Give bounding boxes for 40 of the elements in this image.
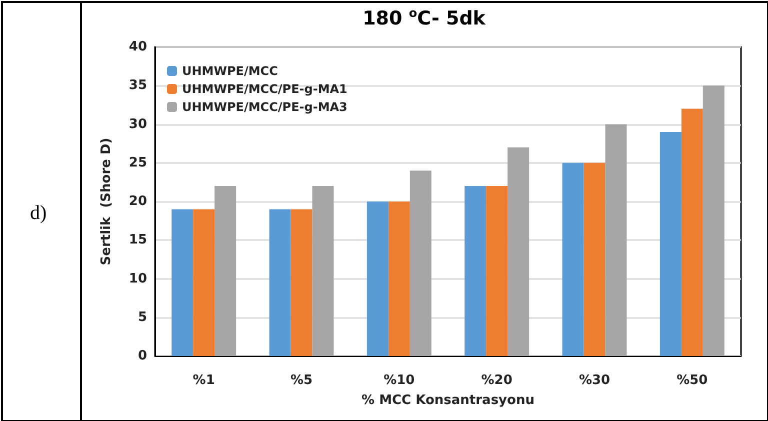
x-tick-label: %10 <box>384 373 415 388</box>
bar <box>584 162 606 356</box>
y-tick-label: 25 <box>128 155 147 170</box>
y-tick-label: 20 <box>128 194 147 209</box>
legend-label: UHMWPE/MCC/PE-g-MA3 <box>182 100 348 114</box>
y-axis-title: Sertlik (Shore D) <box>99 138 114 266</box>
bar <box>312 186 334 356</box>
bar <box>269 209 291 356</box>
y-tick-label: 10 <box>128 271 147 286</box>
bar <box>172 209 194 356</box>
y-tick-label: 40 <box>128 40 147 54</box>
bar <box>660 132 682 356</box>
y-tick-label: 0 <box>138 348 147 364</box>
bar <box>508 147 530 356</box>
bar <box>486 186 508 356</box>
legend-label: UHMWPE/MCC <box>182 64 278 78</box>
bar <box>605 124 627 356</box>
bar <box>562 162 584 356</box>
legend-label: UHMWPE/MCC/PE-g-MA1 <box>182 82 348 96</box>
bar <box>410 170 432 356</box>
bar <box>702 86 724 356</box>
x-tick-label: %20 <box>481 373 512 388</box>
chart-title: 180 $^{o}$C- 5dk <box>362 6 486 30</box>
bar <box>366 202 388 356</box>
bar <box>193 209 215 356</box>
x-tick-label: %5 <box>290 373 313 388</box>
bar <box>214 186 236 356</box>
y-tick-label: 15 <box>128 232 147 248</box>
bar <box>290 209 312 356</box>
bar <box>388 202 410 356</box>
x-tick-label: %30 <box>578 373 610 388</box>
x-tick-label: %1 <box>192 373 215 388</box>
bar <box>464 186 486 356</box>
y-tick-label: 30 <box>128 116 147 132</box>
y-tick-label: 5 <box>138 310 147 325</box>
y-tick-label: 35 <box>128 78 147 94</box>
x-tick-label: %50 <box>676 373 708 388</box>
x-axis-title: % MCC Konsantrasyonu <box>362 393 534 408</box>
bar <box>681 108 703 356</box>
text: d) <box>30 202 47 225</box>
